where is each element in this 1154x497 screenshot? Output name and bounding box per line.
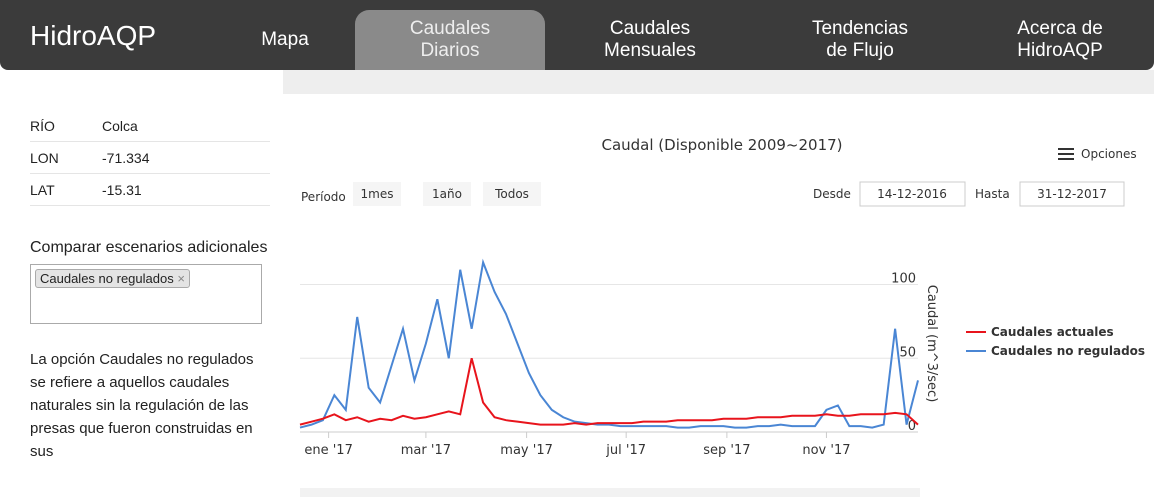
from-value[interactable]: 14-12-2016 [877,187,947,201]
series-line [299,357,919,426]
nav-item[interactable]: Caudales Diarios [355,10,545,70]
x-tick-label: nov '17 [802,443,850,458]
series-line [299,258,919,429]
range-button-label[interactable]: 1mes [361,187,394,201]
info-cell: LON [30,149,59,166]
to-label: Hasta [975,187,1010,201]
nav-item[interactable]: Mapa [250,10,320,70]
tag-remove[interactable]: × [177,271,185,286]
info-row: LON -71.334 [30,142,270,174]
info-cell: LAT [30,181,55,198]
nav-text: Mapa [261,29,309,50]
from-input[interactable] [859,181,966,207]
nav-text: Caudales [409,18,491,39]
nav-text: HidroAQP [1017,40,1103,61]
y-tick-label: 100 [891,272,916,287]
y-tick-label: 0 [908,419,916,434]
info-cell: -15.31 [102,181,142,198]
select-box[interactable]: Caudales no regulados × [30,264,262,324]
sidebar: RÍO Colca LON -71.334 LAT -15.31 Comparar esc… [30,110,270,463]
x-tick-label: may '17 [500,443,553,458]
legend-label[interactable]: Caudales no regulados [991,344,1145,358]
legend-label[interactable]: Caudales actuales [991,325,1114,339]
navigator [300,488,920,497]
menu-icon[interactable] [1058,148,1074,150]
nav-text: Caudales [609,18,691,39]
nav-text: Acerca de [1017,18,1103,39]
info-cell: Colca [102,117,138,134]
tag: Caudales no regulados × [35,269,190,288]
nav-item[interactable]: Tendencias de Flujo [770,10,950,70]
nav-bar: HidroAQP Mapa Caudales Diarios Caudales Mens… [0,0,1154,70]
period-label: Período [301,190,346,204]
chart: Caudal (Disponible 2009~2017) Opciones Per… [299,136,1145,497]
menu-label[interactable]: Opciones [1081,147,1137,161]
x-tick-label: ene '17 [304,443,352,458]
range-button-label[interactable]: 1año [432,187,462,201]
nav-text: Diarios [420,40,480,61]
nav-item[interactable]: Caudales Mensuales [560,10,740,70]
x-tick-label: jul '17 [605,443,646,458]
y-axis-label: Caudal (m^3/sec) [924,285,939,403]
x-tick-label: mar '17 [401,443,451,458]
brand[interactable]: HidroAQP [30,20,157,51]
note: La opción Caudales no regulados se refie… [30,351,254,460]
menu-icon[interactable] [1058,153,1074,155]
menu-icon[interactable] [1058,158,1074,160]
from-label: Desde [813,187,851,201]
strip [283,70,1154,94]
nav-text: Mensuales [604,40,696,61]
chart-title: Caudal (Disponible 2009~2017) [601,136,842,154]
info-row: RÍO Colca [30,110,270,142]
compare-label: Comparar escenarios adicionales [30,239,268,256]
info-cell: RÍO [30,117,55,134]
nav-item[interactable]: Acerca de HidroAQP [980,10,1140,70]
nav-text: de Flujo [826,40,894,61]
range-button[interactable] [483,182,541,206]
info-cell: -71.334 [102,149,150,166]
range-button-label[interactable]: Todos [494,187,529,201]
to-value[interactable]: 31-12-2017 [1037,187,1107,201]
tag-text: Caudales no regulados [40,271,174,286]
range-button[interactable] [353,182,401,206]
info-row: LAT -15.31 [30,174,270,206]
range-button[interactable] [423,182,471,206]
x-tick-label: sep '17 [703,443,750,458]
y-tick-label: 50 [899,345,916,360]
to-input[interactable] [1019,181,1125,207]
nav-text: Tendencias [811,18,909,39]
